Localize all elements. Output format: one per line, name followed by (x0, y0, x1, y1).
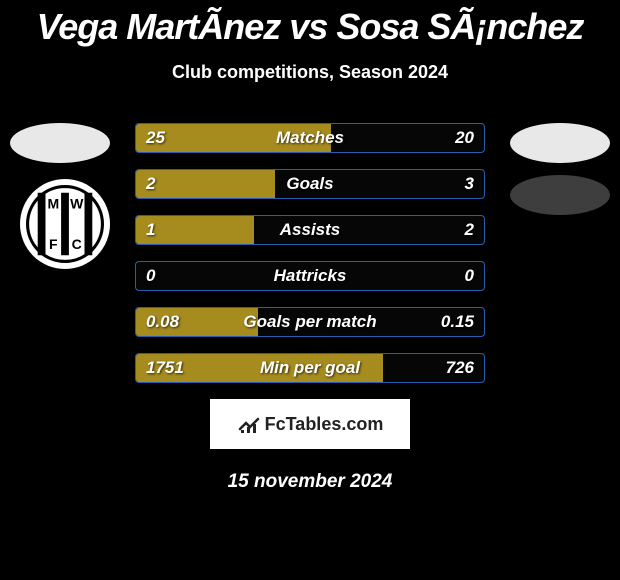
club-badge-right-missing (510, 175, 610, 215)
stat-left-value: 1751 (146, 358, 184, 378)
stat-label: Goals (286, 174, 333, 194)
stat-label: Min per goal (260, 358, 360, 378)
stat-right-value: 2 (465, 220, 474, 240)
stat-left-value: 0.08 (146, 312, 179, 332)
svg-text:W: W (70, 195, 84, 211)
stat-right-value: 726 (446, 358, 474, 378)
svg-text:C: C (72, 236, 82, 252)
site-label: FcTables.com (265, 414, 384, 435)
comparison-arena: M W F C 25Matches202Goals31Assists20Hatt… (0, 123, 620, 383)
stat-left-value: 0 (146, 266, 155, 286)
stat-left-value: 1 (146, 220, 155, 240)
stat-left-value: 2 (146, 174, 155, 194)
stat-label: Hattricks (274, 266, 347, 286)
stat-row: 0.08 Goals per match 0.15 (135, 307, 485, 337)
club-badge-left: M W F C (20, 179, 110, 269)
stat-fill (136, 170, 275, 198)
stat-right-value: 0.15 (441, 312, 474, 332)
stat-label: Assists (280, 220, 340, 240)
stat-label: Goals per match (243, 312, 376, 332)
svg-text:F: F (49, 236, 58, 252)
date-label: 15 november 2024 (0, 471, 620, 493)
stat-right-value: 0 (465, 266, 474, 286)
stat-row: 25 Matches 20 (135, 123, 485, 153)
stat-label: Matches (276, 128, 344, 148)
stat-row: 2 Goals 3 (135, 169, 485, 199)
page-title: Vega MartÃ­nez vs Sosa SÃ¡nchez (0, 0, 620, 48)
stat-bars: 25Matches202Goals31Assists20Hattricks00.… (135, 123, 485, 383)
subtitle: Club competitions, Season 2024 (0, 62, 620, 83)
stat-right-value: 20 (455, 128, 474, 148)
stat-left-value: 25 (146, 128, 165, 148)
player-right-logo-placeholder (510, 123, 610, 163)
site-badge[interactable]: FcTables.com (210, 399, 410, 449)
club-badge-icon: M W F C (26, 185, 104, 263)
svg-text:M: M (47, 195, 59, 211)
stat-row: 1 Assists 2 (135, 215, 485, 245)
stat-row: 1751 Min per goal 726 (135, 353, 485, 383)
stat-right-value: 3 (465, 174, 474, 194)
stat-row: 0 Hattricks 0 (135, 261, 485, 291)
chart-icon (237, 412, 261, 436)
player-left-logo-placeholder (10, 123, 110, 163)
